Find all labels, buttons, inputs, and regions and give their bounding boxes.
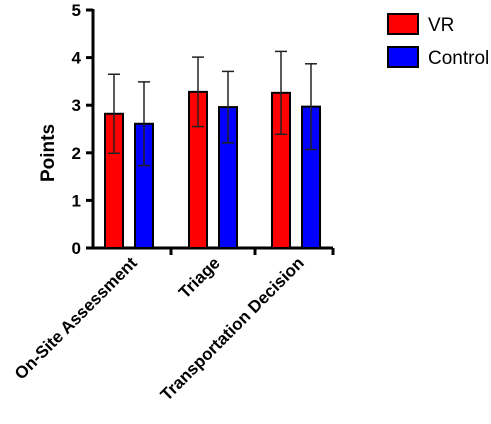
y-tick-label: 0 xyxy=(72,239,81,258)
y-tick-label: 2 xyxy=(72,144,81,163)
legend-label-control: Control xyxy=(428,48,489,69)
y-axis-title: Points xyxy=(38,124,59,182)
x-category-label: On-Site Assessment xyxy=(11,253,141,383)
x-category-label: Triage xyxy=(175,253,224,302)
axes-layer xyxy=(86,8,335,255)
y-tick-label: 5 xyxy=(72,1,81,20)
error-bars-layer xyxy=(108,50,317,167)
x-category-label: Transportation Decision xyxy=(157,253,308,404)
legend-label-vr: VR xyxy=(428,15,454,36)
y-tick-label: 3 xyxy=(72,96,81,115)
y-tick-label: 4 xyxy=(72,49,82,68)
bars-layer xyxy=(104,90,321,250)
y-tick-label: 1 xyxy=(72,191,81,210)
legend: VR Control xyxy=(387,13,489,69)
labels-layer: Points 0 1 2 3 4 5 On-Site Assessment TriageTra… xyxy=(11,1,308,404)
legend-swatch-control xyxy=(387,46,419,68)
legend-swatch-vr xyxy=(387,13,419,35)
